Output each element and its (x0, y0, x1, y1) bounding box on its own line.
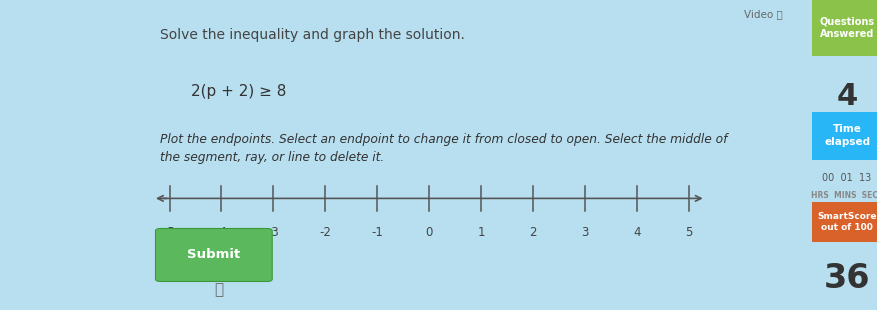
Text: -2: -2 (319, 226, 332, 239)
Text: Time
elapsed: Time elapsed (824, 124, 870, 147)
FancyBboxPatch shape (812, 112, 877, 160)
Text: 1: 1 (477, 226, 485, 239)
Text: Plot the endpoints. Select an endpoint to change it from closed to open. Select : Plot the endpoints. Select an endpoint t… (160, 133, 728, 164)
Text: 👋: 👋 (215, 282, 224, 297)
Text: 4: 4 (837, 82, 858, 111)
Text: 0: 0 (425, 226, 433, 239)
Text: 2(p + 2) ≥ 8: 2(p + 2) ≥ 8 (191, 84, 286, 99)
Text: Video Ⓐ: Video Ⓐ (744, 9, 782, 19)
FancyBboxPatch shape (155, 228, 272, 281)
Text: Questions
Answered: Questions Answered (819, 17, 874, 39)
Text: 00  01  13: 00 01 13 (823, 173, 872, 183)
FancyBboxPatch shape (812, 0, 877, 56)
FancyBboxPatch shape (812, 202, 877, 242)
Text: Submit: Submit (187, 249, 240, 261)
Text: -4: -4 (216, 226, 227, 239)
Text: 5: 5 (686, 226, 693, 239)
Text: 36: 36 (824, 263, 870, 295)
Text: Solve the inequality and graph the solution.: Solve the inequality and graph the solut… (160, 28, 465, 42)
Text: 4: 4 (633, 226, 641, 239)
Text: HRS  MINS  SECS: HRS MINS SECS (811, 191, 877, 200)
Text: SmartScore
out of 100: SmartScore out of 100 (817, 212, 877, 232)
Text: -5: -5 (164, 226, 175, 239)
Text: 2: 2 (530, 226, 537, 239)
Text: 3: 3 (581, 226, 588, 239)
Text: -3: -3 (267, 226, 279, 239)
Text: -1: -1 (372, 226, 383, 239)
